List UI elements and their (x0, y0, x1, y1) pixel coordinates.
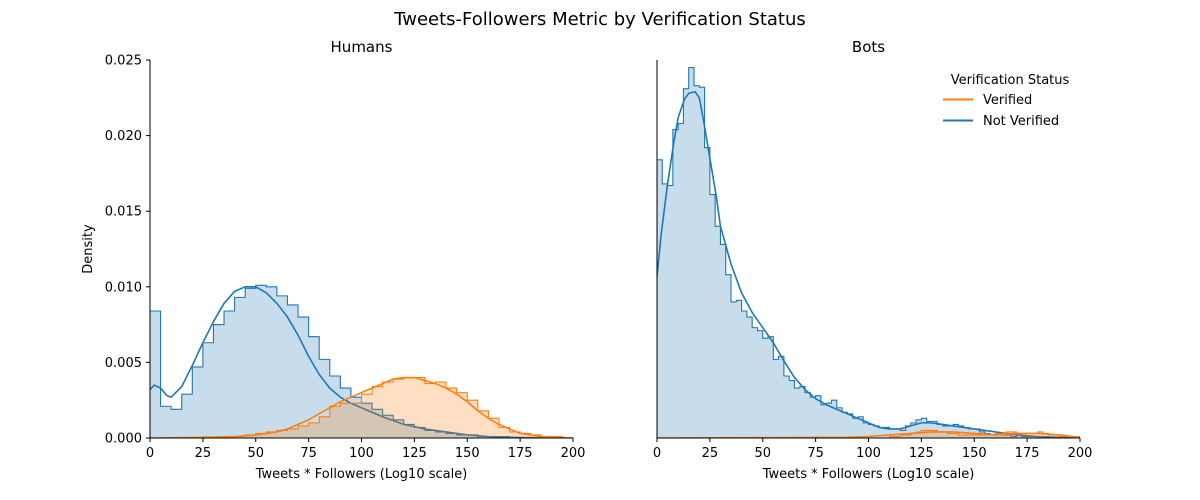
humans-y-tick-label: 0.000 (105, 432, 142, 447)
bots-panel: Bots 0 25 50 75 100 125 150 175 200 Tweets * Fol… (653, 38, 1093, 482)
humans-axes: 0 25 50 75 100 125 150 175 200 0.000 0.005 0.010 0.0… (105, 54, 586, 462)
bots-x-tick-label: 0 (653, 446, 661, 461)
humans-verified-kde-line (150, 376, 573, 438)
bots-axes: 0 25 50 75 100 125 150 175 200 (653, 60, 1093, 461)
bots-x-tick-label: 75 (807, 446, 824, 461)
bots-x-tick-label: 175 (1015, 446, 1040, 461)
humans-x-tick-label: 50 (247, 446, 264, 461)
bots-x-tick-label: 125 (909, 446, 934, 461)
humans-x-tick-label: 0 (146, 446, 154, 461)
humans-panel-title: Humans (331, 38, 393, 56)
humans-x-axis-label: Tweets * Followers (Log10 scale) (255, 467, 468, 482)
bots-verified-hist-fill (657, 430, 1080, 438)
bots-x-tick-label: 200 (1068, 446, 1093, 461)
humans-x-tick-label: 125 (402, 446, 427, 461)
humans-y-tick-label: 0.005 (105, 356, 142, 371)
humans-y-tick-label: 0.010 (105, 280, 142, 295)
legend-title: Verification Status (951, 73, 1070, 88)
humans-x-tick-label: 150 (455, 446, 480, 461)
humans-panel: Humans 0 25 50 75 100 125 150 175 2000.0000.0050… (81, 38, 585, 482)
bots-not-verified-hist-fill (657, 67, 1080, 438)
humans-x-tick-label: 25 (195, 446, 212, 461)
bots-x-axis-label: Tweets * Followers (Log10 scale) (762, 467, 975, 482)
bots-x-tick-label: 100 (856, 446, 881, 461)
humans-x-tick-label: 175 (508, 446, 533, 461)
legend-label-verified: Verified (983, 93, 1032, 108)
humans-x-tick-label: 200 (561, 446, 586, 461)
humans-y-tick-label: 0.015 (105, 205, 142, 220)
humans-verified-hist-fill (150, 377, 573, 438)
bots-series-group (657, 67, 1080, 438)
humans-not-verified-kde-line (150, 285, 573, 438)
humans-y-tick-label: 0.025 (105, 54, 142, 69)
bots-x-tick-label: 150 (962, 446, 987, 461)
humans-x-tick-label: 100 (349, 446, 374, 461)
bots-x-tick-label: 50 (754, 446, 771, 461)
bots-not-verified-kde-line (657, 90, 1080, 438)
bots-x-tick-label: 25 (702, 446, 719, 461)
humans-plot-area (150, 284, 573, 438)
bots-panel-title: Bots (852, 38, 885, 56)
bots-plot-area (657, 67, 1080, 438)
legend: Verification Status Verified Not Verifie… (943, 73, 1070, 129)
humans-not-verified-hist-fill (150, 285, 573, 438)
legend-label-not-verified: Not Verified (983, 114, 1059, 129)
y-axis-label: Density (81, 224, 96, 274)
figure-title: Tweets-Followers Metric by Verification … (393, 9, 806, 30)
bots-verified-kde-line (657, 431, 1080, 438)
humans-x-tick-label: 75 (300, 446, 317, 461)
humans-y-tick-label: 0.020 (105, 129, 142, 144)
humans-series-group (150, 284, 573, 438)
